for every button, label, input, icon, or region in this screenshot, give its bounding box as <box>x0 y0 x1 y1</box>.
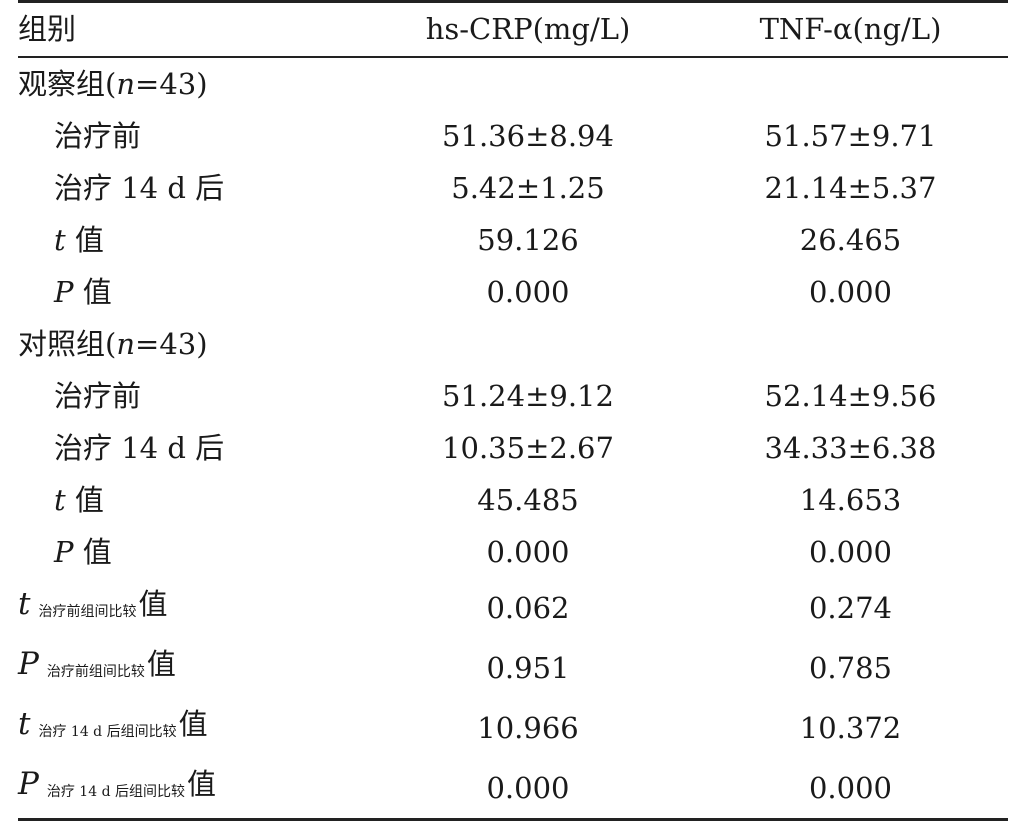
table-row: 治疗前 51.24±9.12 52.14±9.56 <box>18 370 1008 422</box>
tnf-value: 26.465 <box>799 222 902 257</box>
tnf-value: 0.000 <box>808 534 893 569</box>
table-row: P 值 0.000 0.000 <box>18 526 1008 578</box>
comparison-row: P 治疗 14 d 后组间比较值 0.000 0.000 <box>18 758 1008 818</box>
top-rule <box>18 0 1008 3</box>
header-tnf-alpha: TNF-α(ng/L) <box>759 12 942 46</box>
table-row: 治疗前 51.36±8.94 51.57±9.71 <box>18 110 1008 162</box>
header-row: 组别 hs-CRP(mg/L) TNF-α(ng/L) <box>18 3 1008 56</box>
tnf-value: 10.372 <box>799 710 902 745</box>
tnf-value: 34.33±6.38 <box>764 430 937 465</box>
tnf-value: 21.14±5.37 <box>764 170 937 205</box>
crp-value: 5.42±1.25 <box>451 170 605 205</box>
row-label: P 值 <box>54 534 112 569</box>
tnf-value: 0.000 <box>808 274 893 309</box>
row-label: 治疗前 <box>54 118 142 153</box>
header-group: 组别 <box>18 12 77 46</box>
table-row: t 值 45.485 14.653 <box>18 474 1008 526</box>
group-label: 观察组(n=43) <box>18 66 208 101</box>
crp-value: 0.000 <box>486 534 570 569</box>
tnf-value: 14.653 <box>799 482 902 517</box>
crp-value: 10.35±2.67 <box>442 430 614 465</box>
crp-value: 0.000 <box>486 274 570 309</box>
comparison-row: t 治疗前组间比较值 0.062 0.274 <box>18 578 1008 638</box>
tnf-value: 0.000 <box>808 770 893 805</box>
crp-value: 0.000 <box>486 770 570 805</box>
crp-value: 51.36±8.94 <box>442 118 614 153</box>
row-label: t 值 <box>54 482 104 517</box>
group-row-observation: 观察组(n=43) <box>18 58 1008 110</box>
row-label: 治疗前 <box>54 378 142 413</box>
table-row: P 值 0.000 0.000 <box>18 266 1008 318</box>
table-row: 治疗 14 d 后 5.42±1.25 21.14±5.37 <box>18 162 1008 214</box>
crp-value: 0.951 <box>486 650 570 685</box>
tnf-value: 51.57±9.71 <box>764 118 937 153</box>
tnf-value: 0.785 <box>808 650 893 685</box>
header-hs-crp: hs-CRP(mg/L) <box>425 12 631 46</box>
comparison-label: P 治疗前组间比较值 <box>18 645 176 682</box>
row-label: t 值 <box>54 222 104 257</box>
crp-value: 51.24±9.12 <box>442 378 614 413</box>
group-row-control: 对照组(n=43) <box>18 318 1008 370</box>
tnf-value: 0.274 <box>808 590 893 625</box>
results-body: 观察组(n=43) 治疗前 51.36±8.94 51.57±9.71 治疗 1… <box>18 58 1008 818</box>
comparison-row: P 治疗前组间比较值 0.951 0.785 <box>18 638 1008 698</box>
crp-value: 10.966 <box>477 710 579 745</box>
row-label: P 值 <box>54 274 112 309</box>
crp-value: 0.062 <box>486 590 570 625</box>
group-label: 对照组(n=43) <box>18 326 208 361</box>
bottom-rule <box>18 817 1008 821</box>
table-row: t 值 59.126 26.465 <box>18 214 1008 266</box>
comparison-label: t 治疗 14 d 后组间比较值 <box>18 705 208 742</box>
row-label: 治疗 14 d 后 <box>54 430 225 465</box>
crp-value: 59.126 <box>477 222 579 257</box>
crp-value: 45.485 <box>477 482 579 517</box>
header-rule <box>18 56 1008 58</box>
row-label: 治疗 14 d 后 <box>54 170 225 205</box>
results-table: 组别 hs-CRP(mg/L) TNF-α(ng/L) <box>18 3 1008 56</box>
comparison-label: P 治疗 14 d 后组间比较值 <box>18 765 217 802</box>
comparison-row: t 治疗 14 d 后组间比较值 10.966 10.372 <box>18 698 1008 758</box>
comparison-label: t 治疗前组间比较值 <box>18 585 168 622</box>
tnf-value: 52.14±9.56 <box>764 378 937 413</box>
data-table: 组别 hs-CRP(mg/L) TNF-α(ng/L) 观察组(n=43) 治疗… <box>18 0 1008 821</box>
table-row: 治疗 14 d 后 10.35±2.67 34.33±6.38 <box>18 422 1008 474</box>
